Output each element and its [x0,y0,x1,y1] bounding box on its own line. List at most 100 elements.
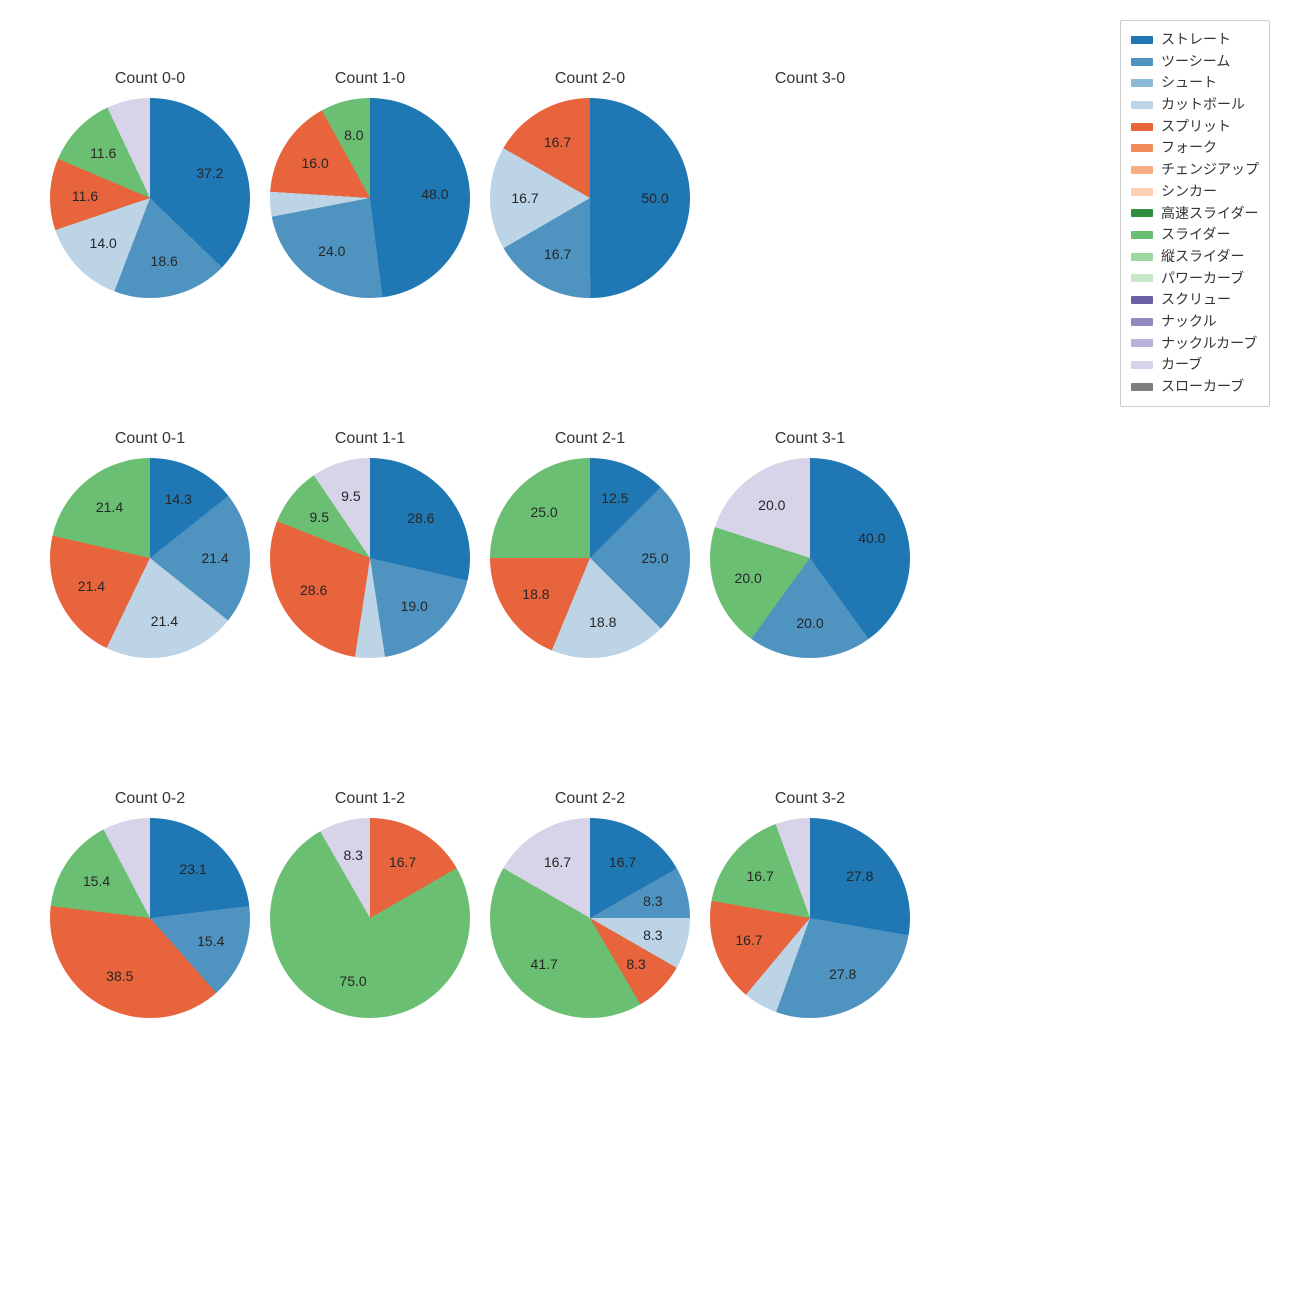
legend-swatch [1131,296,1153,304]
pie-title: Count 1-0 [260,70,480,88]
slice-label: 16.7 [609,854,636,870]
slice-label: 38.5 [106,968,133,984]
slice-label: 18.8 [522,586,549,602]
pie-cell: Count 2-216.78.38.38.341.716.7 [480,790,700,1018]
pie-wrap: 37.218.614.011.611.6 [50,98,250,298]
legend-swatch [1131,361,1153,369]
legend-swatch [1131,123,1153,131]
pie-chart [710,818,910,1018]
legend-row: 縦スライダー [1131,246,1259,268]
legend-row: カットボール [1131,94,1259,116]
pie-cell: Count 3-140.020.020.020.0 [700,430,920,658]
legend-label: スプリット [1161,116,1231,138]
slice-label: 20.0 [796,615,823,631]
pie-cell: Count 2-112.525.018.818.825.0 [480,430,700,658]
pie-cell: Count 3-227.827.816.716.7 [700,790,920,1018]
legend-label: 高速スライダー [1161,203,1258,225]
pie-title: Count 0-2 [40,790,260,808]
slice-label: 15.4 [83,873,110,889]
slice-label: 18.8 [589,614,616,630]
legend-swatch [1131,79,1153,87]
slice-label: 25.0 [641,550,668,566]
pie-wrap: 27.827.816.716.7 [710,818,910,1018]
pie-title: Count 2-2 [480,790,700,808]
pie-cell: Count 0-2 23.1 15.4 38.5 15.4 [40,790,260,1018]
pie-chart [270,458,470,658]
pie-cell: Count 1-048.024.016.08.0 [260,70,480,298]
slice-label: 40.0 [858,530,885,546]
legend-row: スクリュー [1131,289,1259,311]
slice-label: 8.3 [643,927,662,943]
legend-swatch [1131,166,1153,174]
legend-label: ナックルカーブ [1161,333,1257,355]
slice-label: 9.5 [341,488,360,504]
pie-title: Count 3-0 [700,70,920,88]
legend-row: ナックルカーブ [1131,333,1259,355]
slice-label: 16.7 [746,868,773,884]
slice-label: 23.1 [179,861,206,877]
pie-wrap: 23.1 15.4 38.5 15.4 [50,818,250,1018]
slice-label: 12.5 [601,490,628,506]
legend-label: スクリュー [1161,289,1231,311]
chart-stage: Count 0-037.218.614.011.611.6Count 1-048… [0,0,1300,1300]
pie-wrap: 48.024.016.08.0 [270,98,470,298]
legend-swatch [1131,58,1153,66]
slice-label: 14.0 [90,235,117,251]
slice-label: 16.7 [544,134,571,150]
slice-label: 75.0 [339,973,366,989]
slice-label: 8.0 [344,127,363,143]
legend-swatch [1131,318,1153,326]
pie-title: Count 2-0 [480,70,700,88]
slice-label: 11.6 [90,145,116,161]
pie-title: Count 0-0 [40,70,260,88]
slice-label: 24.0 [318,243,345,259]
slice-label: 14.3 [165,491,192,507]
pie-wrap: 12.525.018.818.825.0 [490,458,690,658]
slice-label: 37.2 [196,165,223,181]
slice-label: 20.0 [735,570,762,586]
legend-label: スライダー [1161,224,1230,246]
legend-row: ナックル [1131,311,1259,333]
slice-label: 15.4 [197,933,224,949]
legend-row: シュート [1131,72,1259,94]
slice-label: 8.3 [643,893,662,909]
legend-swatch [1131,101,1153,109]
slice-label: 16.0 [301,155,328,171]
slice-label: 21.4 [96,499,123,515]
pie-cell: Count 0-114.321.421.421.421.4 [40,430,260,658]
legend-swatch [1131,274,1153,282]
legend-label: カットボール [1161,94,1245,116]
slice-label: 16.7 [389,854,416,870]
legend-label: フォーク [1161,137,1217,159]
legend-label: パワーカーブ [1161,268,1244,290]
pie-wrap: 40.0 20.0 20.0 20.0 [710,458,910,658]
pie-title: Count 1-1 [260,430,480,448]
legend-row: ツーシーム [1131,51,1259,73]
slice-label: 28.6 [407,510,434,526]
pie-title: Count 2-1 [480,430,700,448]
legend-row: スライダー [1131,224,1259,246]
legend-swatch [1131,144,1153,152]
slice-label: 21.4 [151,613,178,629]
slice-label: 20.0 [758,497,785,513]
legend-label: ナックル [1161,311,1217,333]
legend-row: シンカー [1131,181,1259,203]
slice-label: 9.5 [310,509,329,525]
legend-label: 縦スライダー [1161,246,1244,268]
slice-label: 16.7 [544,854,571,870]
legend-row: チェンジアップ [1131,159,1259,181]
slice-label: 21.4 [78,578,105,594]
pie-wrap: 14.321.421.421.421.4 [50,458,250,658]
pie-cell: Count 1-128.619.028.69.59.5 [260,430,480,658]
legend-swatch [1131,231,1153,239]
legend-label: シュート [1161,72,1217,94]
pie-wrap: 16.775.08.3 [270,818,470,1018]
legend-row: スプリット [1131,116,1259,138]
legend-row: 高速スライダー [1131,203,1259,225]
legend-label: ストレート [1161,29,1231,51]
legend-label: チェンジアップ [1161,159,1259,181]
legend-swatch [1131,253,1153,261]
legend-swatch [1131,36,1153,44]
pie-cell: Count 3-0 [700,70,920,298]
pie-chart [50,818,250,1018]
